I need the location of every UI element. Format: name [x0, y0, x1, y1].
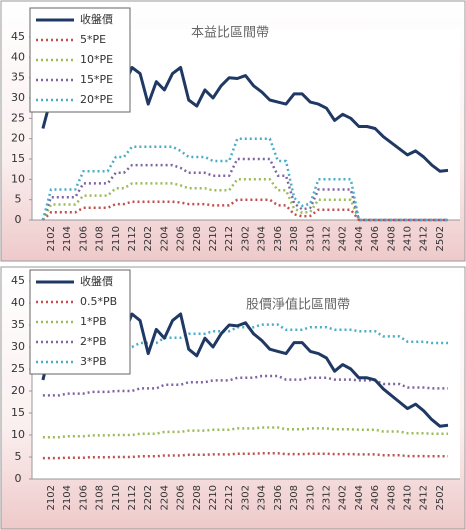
legend-label: 10*PE [80, 53, 113, 66]
x-tick-label: 2410 [402, 226, 413, 251]
x-tick-label: 2402 [338, 226, 349, 251]
x-tick-label: 2404 [354, 226, 365, 251]
legend-label: 收盤價 [80, 12, 113, 26]
legend [29, 7, 131, 113]
x-tick-label: 2304 [257, 226, 268, 251]
x-tick-label: 2102 [46, 485, 57, 510]
x-tick-label: 2406 [370, 226, 381, 251]
x-tick-label: 2210 [208, 226, 219, 251]
x-tick-label: 2306 [273, 485, 284, 510]
y-tick-label: 15 [11, 406, 25, 419]
x-tick-label: 2310 [305, 226, 316, 251]
legend-label: 15*PE [80, 73, 113, 86]
legend-label: 3*PB [80, 355, 107, 368]
series-line [41, 137, 448, 222]
x-tick-label: 2408 [386, 485, 397, 510]
x-tick-label: 2110 [111, 485, 122, 510]
x-tick-label: 2110 [111, 226, 122, 251]
x-tick-label: 2412 [419, 226, 430, 251]
x-tick-label: 2108 [95, 485, 106, 510]
x-tick-label: 2106 [78, 226, 89, 251]
x-tick-label: 2306 [273, 226, 284, 251]
legend-label: 5*PE [80, 33, 106, 46]
x-tick-label: 2106 [78, 485, 89, 510]
x-tick-label: 2208 [192, 226, 203, 251]
y-tick-label: 5 [15, 193, 22, 206]
y-tick-label: 5 [15, 450, 22, 463]
x-tick-label: 2412 [419, 485, 430, 510]
y-tick-label: 0 [15, 213, 22, 226]
x-tick-label: 2310 [305, 485, 316, 510]
y-tick-label: 10 [11, 172, 25, 185]
x-tick-label: 2312 [321, 226, 332, 251]
x-tick-label: 2502 [435, 485, 446, 510]
legend-label: 20*PE [80, 93, 113, 106]
x-tick-label: 2402 [338, 485, 349, 510]
x-tick-label: 2206 [176, 485, 187, 510]
y-tick-label: 40 [11, 50, 25, 63]
x-tick-label: 2208 [192, 485, 203, 510]
x-tick-label: 2202 [143, 226, 154, 251]
x-tick-label: 2104 [62, 485, 73, 510]
x-tick-label: 2102 [46, 226, 57, 251]
x-tick-label: 2204 [159, 485, 170, 510]
x-tick-label: 2410 [402, 485, 413, 510]
x-tick-label: 2308 [289, 226, 300, 251]
series-line [42, 198, 448, 222]
y-tick-label: 35 [11, 71, 25, 84]
y-tick-label: 35 [11, 318, 25, 331]
y-tick-label: 30 [11, 340, 25, 353]
y-tick-label: 20 [11, 132, 25, 145]
x-tick-label: 2202 [143, 485, 154, 510]
legend-label: 1*PB [80, 315, 107, 328]
x-tick-label: 2210 [208, 485, 219, 510]
x-tick-label: 2502 [435, 226, 446, 251]
y-tick-label: 20 [11, 384, 25, 397]
x-tick-label: 2212 [224, 226, 235, 251]
legend-label: 0.5*PB [80, 295, 117, 308]
y-tick-label: 40 [11, 296, 25, 309]
x-tick-label: 2112 [127, 485, 138, 510]
x-tick-label: 2206 [176, 226, 187, 251]
x-tick-label: 2308 [289, 485, 300, 510]
x-tick-label: 2204 [159, 226, 170, 251]
chart-title: 本益比區間帶 [191, 26, 269, 41]
x-tick-label: 2406 [370, 485, 381, 510]
y-tick-label: 25 [11, 362, 25, 375]
x-tick-label: 2104 [62, 226, 73, 251]
y-tick-label: 45 [11, 274, 25, 287]
y-tick-label: 15 [11, 152, 25, 165]
x-tick-label: 2404 [354, 485, 365, 510]
x-tick-label: 2312 [321, 485, 332, 510]
x-tick-label: 2302 [240, 485, 251, 510]
y-tick-label: 10 [11, 428, 25, 441]
y-tick-label: 0 [15, 472, 22, 485]
x-tick-label: 2212 [224, 485, 235, 510]
x-tick-label: 2108 [95, 226, 106, 251]
x-tick-label: 2302 [240, 226, 251, 251]
legend-label: 2*PB [80, 335, 107, 348]
y-tick-label: 45 [11, 30, 25, 43]
chart-title: 股價淨值比區間帶 [246, 297, 350, 313]
series-line [42, 374, 448, 397]
y-tick-label: 25 [11, 111, 25, 124]
x-tick-label: 2112 [127, 226, 138, 251]
y-tick-label: 30 [11, 91, 25, 104]
x-tick-label: 2408 [386, 226, 397, 251]
x-tick-label: 2304 [257, 485, 268, 510]
legend-label: 收盤價 [80, 274, 113, 288]
